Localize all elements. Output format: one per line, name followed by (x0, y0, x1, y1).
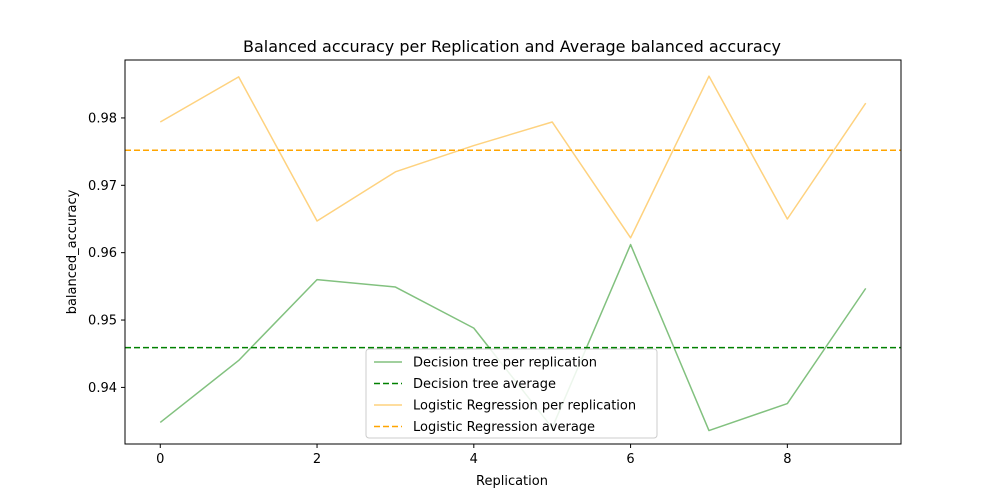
legend-label: Decision tree per replication (413, 356, 597, 371)
x-tick-label: 4 (470, 452, 478, 467)
x-axis: 0 2 4 6 8 (156, 444, 791, 467)
x-tick-label: 0 (156, 452, 164, 467)
legend-box (365, 348, 658, 439)
x-tick-label: 6 (626, 452, 634, 467)
x-tick-label: 2 (313, 452, 321, 467)
x-tick-label: 8 (783, 452, 791, 467)
y-tick-label: 0.96 (88, 246, 117, 261)
legend-label: Logistic Regression average (413, 420, 595, 435)
x-axis-label: Replication (476, 474, 548, 489)
y-tick-label: 0.94 (88, 381, 117, 396)
legend: Decision tree per replication Decision tr… (365, 348, 658, 439)
y-tick-label: 0.98 (88, 111, 117, 126)
y-axis-label: balanced_accuracy (65, 189, 80, 314)
y-tick-label: 0.95 (88, 314, 117, 329)
series-line-2 (159, 75, 867, 239)
y-axis: 0.94 0.95 0.96 0.97 0.98 (88, 111, 125, 396)
legend-label: Decision tree average (413, 377, 556, 392)
legend-label: Logistic Regression per replication (413, 399, 636, 414)
chart-title: Balanced accuracy per Replication and Av… (243, 37, 781, 56)
plot-frame (124, 59, 902, 445)
y-tick-label: 0.97 (88, 179, 117, 194)
